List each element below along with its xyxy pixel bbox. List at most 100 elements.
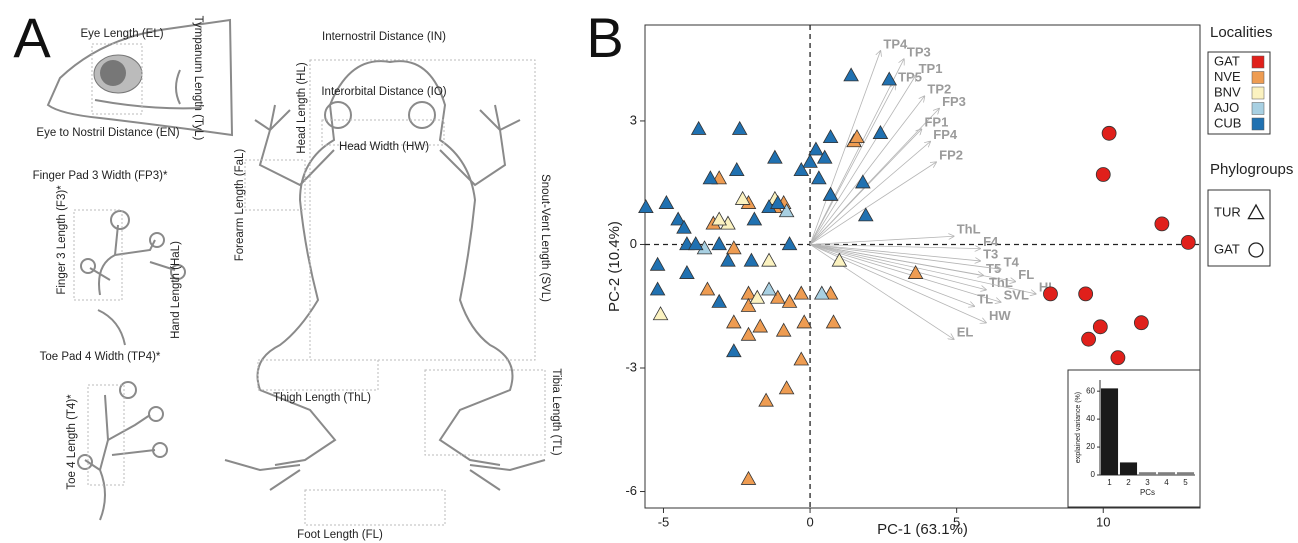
y-tick-label: 3 <box>630 112 637 127</box>
bar <box>1138 472 1157 475</box>
point <box>849 129 865 144</box>
point <box>740 297 757 312</box>
legend-marker <box>1248 242 1264 258</box>
point <box>1101 125 1117 141</box>
diagram-label: Finger Pad 3 Width (FP3)* <box>33 170 168 182</box>
diagram-label: Foot Length (FL) <box>297 529 383 541</box>
point <box>746 211 763 226</box>
loading-label: SVL <box>1004 288 1029 303</box>
point <box>699 281 716 296</box>
point <box>740 326 757 341</box>
point <box>649 281 666 296</box>
legend-swatch <box>1251 117 1265 131</box>
point <box>796 314 813 329</box>
point <box>808 141 824 156</box>
point <box>687 236 704 251</box>
point <box>1110 350 1126 366</box>
diagram-label: Head Length (HL) <box>296 62 308 154</box>
x-tick-label: 2 <box>1126 478 1131 487</box>
legend-box <box>1207 51 1271 135</box>
point <box>1154 216 1170 232</box>
diagram-label: Interorbital Distance (IO) <box>321 86 446 98</box>
loading-label: TP1 <box>919 61 943 76</box>
point <box>711 236 727 251</box>
loading-label: FP3 <box>942 94 966 109</box>
diagram-label: Toe 4 Length (T4)* <box>66 394 78 490</box>
panel-label: A <box>13 6 51 69</box>
legend-title: Phylogroups <box>1210 161 1293 178</box>
point <box>1180 235 1196 250</box>
x-tick-label: -5 <box>658 514 670 529</box>
loading-arrow <box>810 244 980 260</box>
loading-arrow <box>809 59 904 245</box>
point <box>770 194 786 209</box>
point <box>638 199 654 214</box>
legend-swatch <box>1251 102 1265 115</box>
loading-arrow <box>809 244 974 306</box>
loading-label: FL <box>1018 267 1034 282</box>
point <box>743 252 760 267</box>
loading-arrow <box>809 244 954 339</box>
point <box>767 149 783 164</box>
diagram-label: Eye Length (EL) <box>80 28 163 40</box>
loading-label: HW <box>989 308 1011 323</box>
legend-box <box>1207 189 1271 267</box>
loading-arrow <box>809 76 916 245</box>
point <box>855 174 871 189</box>
point <box>831 252 848 267</box>
point <box>813 285 830 300</box>
diagram-label: Tympanum Length (TyL) <box>192 16 204 141</box>
diagram-label: Tibia Length (TL) <box>550 368 562 455</box>
y-tick-label: 0 <box>630 236 637 251</box>
point <box>711 293 727 308</box>
diagram-label: Thigh Length (ThL) <box>273 392 371 404</box>
legend-label: CUB <box>1214 115 1241 130</box>
point <box>658 194 675 209</box>
loading-arrow <box>809 51 880 245</box>
x-tick-label: 0 <box>806 514 813 529</box>
point <box>811 170 827 185</box>
point <box>670 211 686 226</box>
x-tick-label: 4 <box>1164 478 1169 487</box>
bar <box>1176 472 1195 475</box>
loading-arrow <box>809 244 1036 293</box>
point <box>690 120 707 135</box>
legend-swatch <box>1251 71 1265 84</box>
x-tick-label: 1 <box>1107 478 1112 487</box>
bar <box>1157 472 1176 475</box>
diagram-label: Forearm Length (FaL) <box>234 149 246 262</box>
x-axis-label: PC-1 (63.1%) <box>877 521 968 538</box>
point <box>726 240 742 255</box>
point <box>802 153 818 168</box>
diagram-labels: Eye Length (EL) Tympanum Length (TyL) Ey… <box>33 16 562 541</box>
x-tick-label: 3 <box>1145 478 1150 487</box>
y-tick-label: 40 <box>1086 414 1095 423</box>
point <box>726 314 742 329</box>
point <box>1092 319 1108 335</box>
point <box>881 71 898 86</box>
point <box>758 392 774 407</box>
point <box>740 470 757 485</box>
point <box>1133 315 1149 331</box>
inset-frame <box>1067 369 1201 508</box>
diagram-label: Toe Pad 4 Width (TP4)* <box>40 351 161 363</box>
loading-label: TP3 <box>907 45 931 60</box>
legend-label: GAT <box>1214 241 1240 256</box>
loading-label: F4 <box>983 234 999 249</box>
y-axis-label: explained variance (%) <box>1075 392 1082 463</box>
point <box>857 207 874 222</box>
loading-label: T4 <box>1004 255 1020 270</box>
loading-arrow <box>810 236 954 245</box>
point <box>1095 167 1111 182</box>
x-tick-label: 5 <box>953 514 960 529</box>
point <box>649 256 666 271</box>
point <box>761 281 777 296</box>
loading-label: FP4 <box>933 127 958 142</box>
diagram-label: Finger 3 Length (F3)* <box>56 185 68 295</box>
loading-arrow <box>810 244 1001 269</box>
y-axis-label: PC-2 (10.4%) <box>606 221 623 312</box>
loading-arrow <box>809 162 936 245</box>
point <box>907 264 924 279</box>
legend-label: GAT <box>1214 53 1240 68</box>
